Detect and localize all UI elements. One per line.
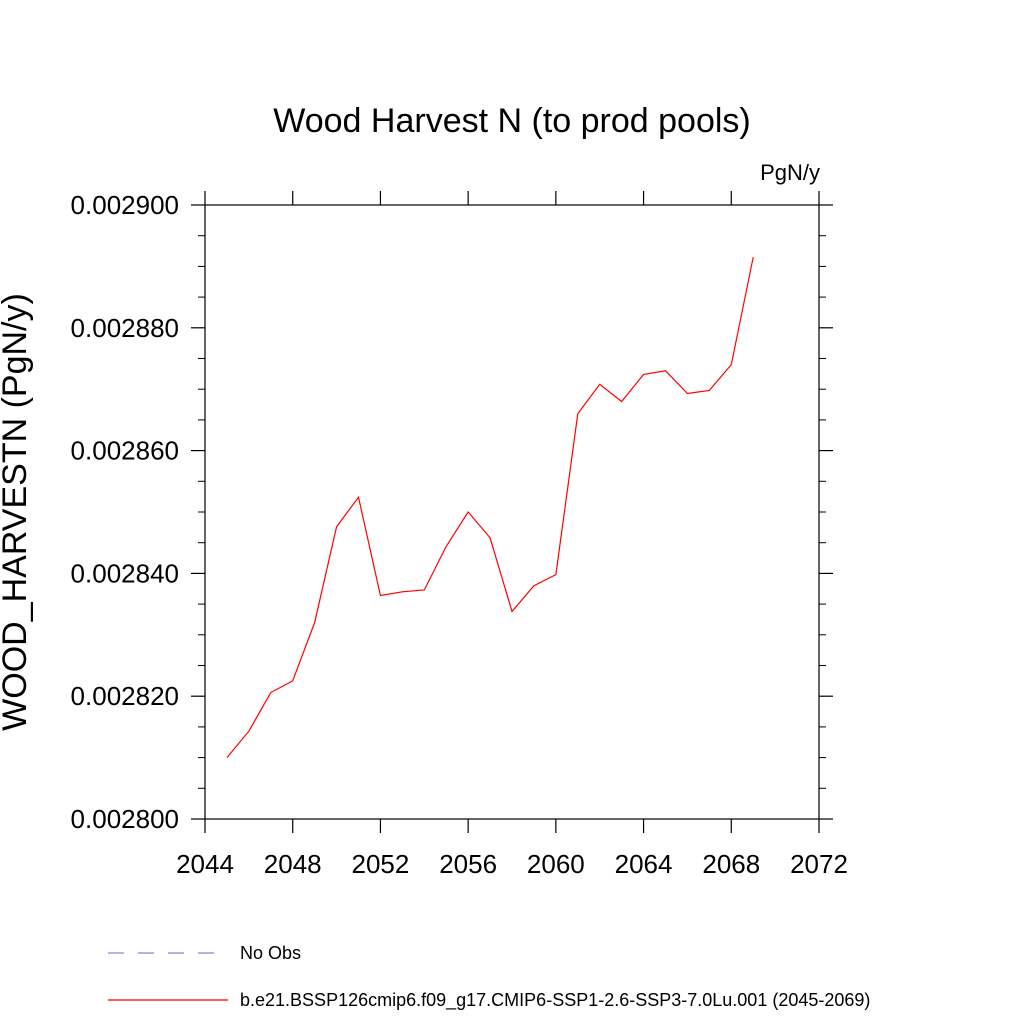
chart-title: Wood Harvest N (to prod pools): [273, 102, 750, 140]
legend-label: No Obs: [240, 943, 301, 963]
x-tick-label: 2068: [702, 849, 760, 879]
y-tick-label: 0.002800: [71, 804, 179, 834]
x-tick-label: 2048: [264, 849, 322, 879]
data-lines: [226, 257, 754, 758]
plot-frame: [204, 204, 820, 820]
x-tick-label: 2064: [615, 849, 673, 879]
y-tick-label: 0.002900: [71, 190, 179, 220]
y-axis-label: WOOD_HARVESTN (PgN/y): [0, 293, 34, 731]
legend: No Obs b.e21.BSSP126cmip6.f09_g17.CMIP6-S…: [108, 943, 870, 1011]
x-tick-label: 2072: [790, 849, 848, 879]
y-tick-label: 0.002880: [71, 313, 179, 343]
y-tick-labels: 0.002800 0.002820 0.002840 0.002860 0.002880…: [71, 190, 179, 834]
x-tick-labels: 2044 2048 2052 2056 2060 2064 2068 2072: [176, 849, 848, 879]
axis-ticks: [191, 191, 833, 833]
x-tick-label: 2044: [176, 849, 234, 879]
series-line: [226, 257, 754, 758]
y-tick-label: 0.002820: [71, 681, 179, 711]
x-tick-label: 2056: [439, 849, 497, 879]
y-tick-label: 0.002860: [71, 436, 179, 466]
units-label: PgN/y: [760, 160, 820, 185]
x-tick-label: 2060: [527, 849, 585, 879]
x-tick-label: 2052: [352, 849, 410, 879]
y-tick-label: 0.002840: [71, 558, 179, 588]
legend-label: b.e21.BSSP126cmip6.f09_g17.CMIP6-SSP1-2.…: [240, 990, 870, 1011]
